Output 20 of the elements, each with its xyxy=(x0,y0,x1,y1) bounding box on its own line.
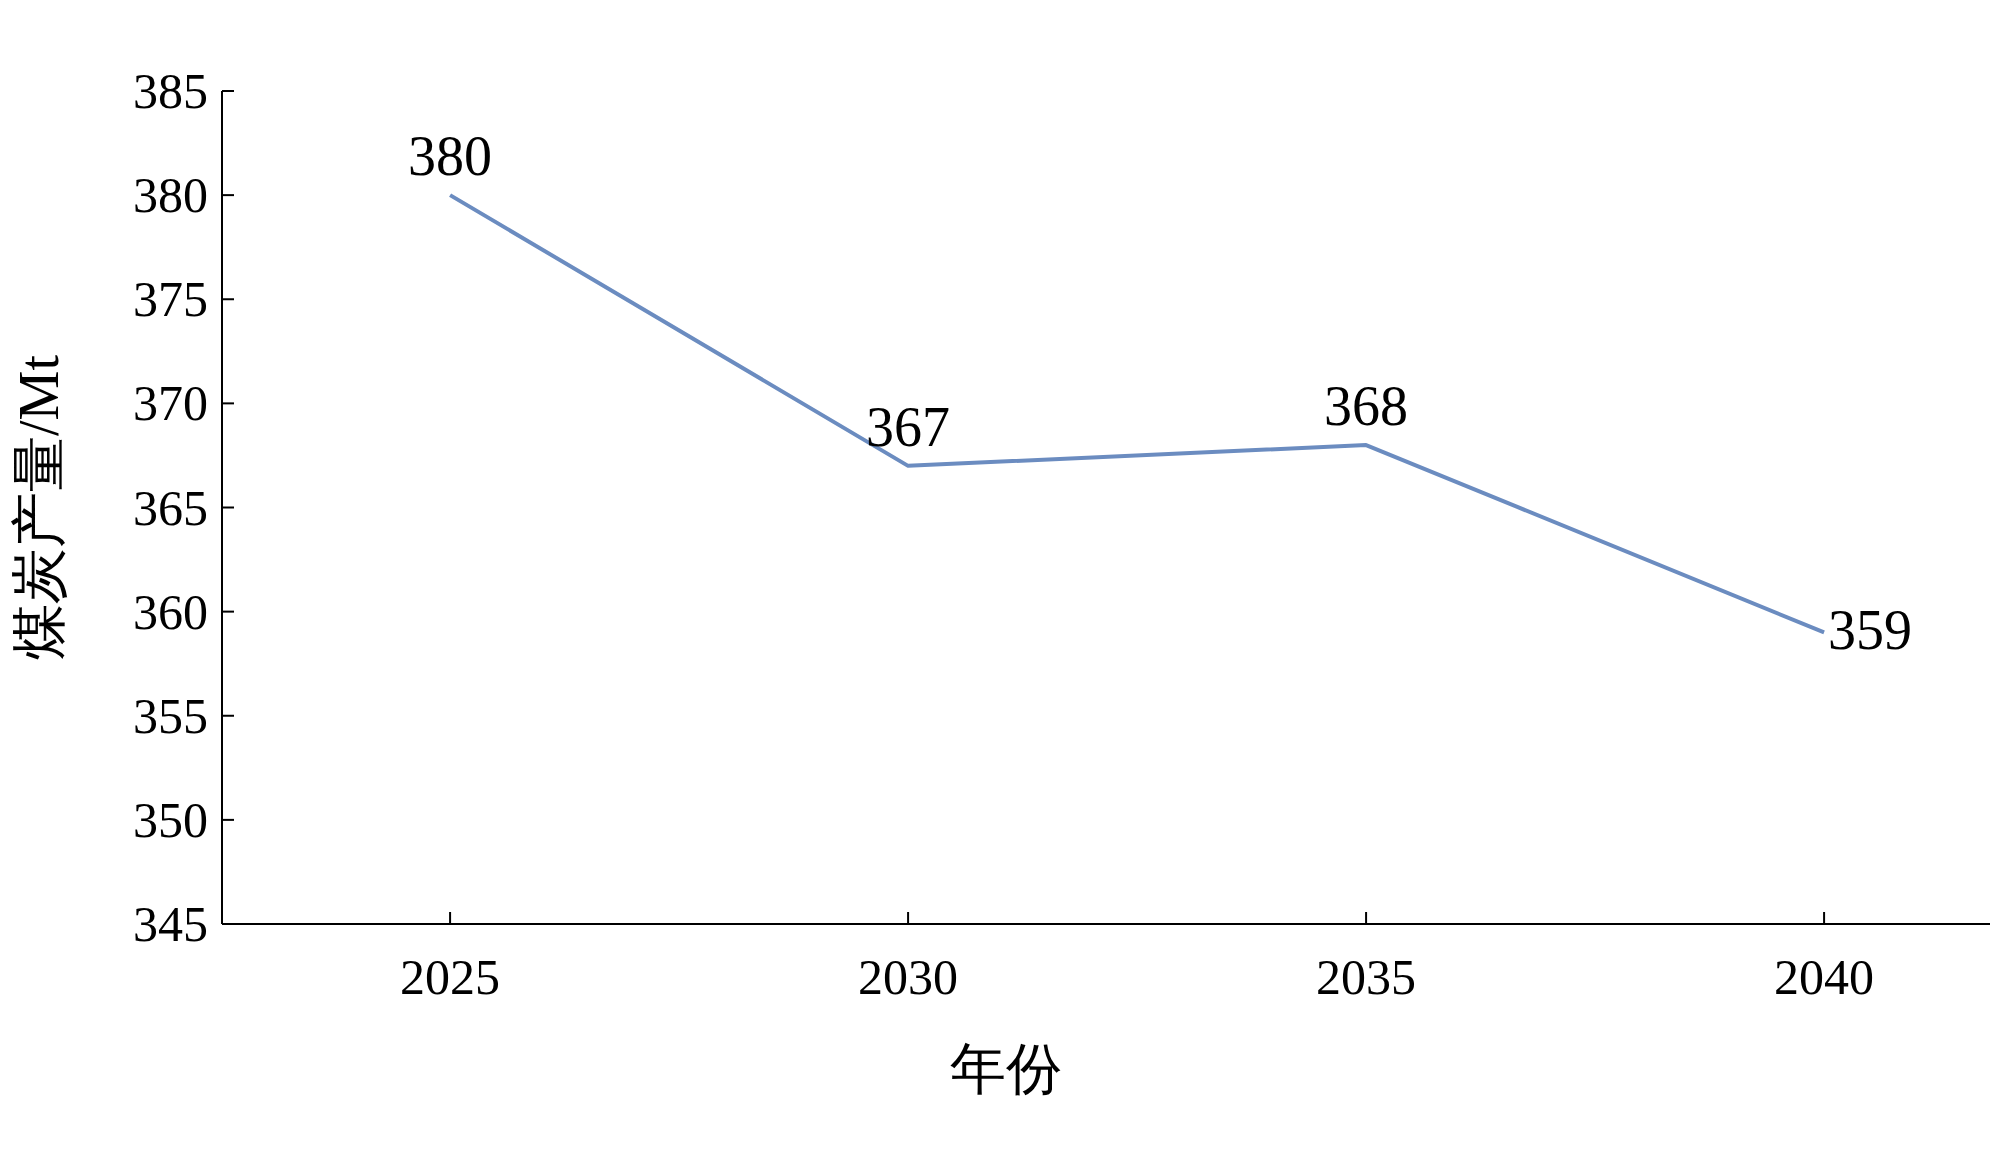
x-tick-label: 2040 xyxy=(1774,949,1875,1005)
y-tick-label: 360 xyxy=(133,583,208,640)
y-tick-label: 385 xyxy=(133,63,208,119)
x-tick-label: 2030 xyxy=(858,949,959,1005)
x-tick-label: 2035 xyxy=(1316,949,1417,1005)
y-axis-title: 煤炭产量/Mt xyxy=(8,354,70,660)
y-tick-label: 375 xyxy=(133,271,208,328)
y-tick-label: 355 xyxy=(133,687,208,744)
y-tick-label: 365 xyxy=(133,479,208,536)
y-tick-label: 345 xyxy=(133,896,208,952)
x-axis-title: 年份 xyxy=(950,1038,1062,1100)
y-tick-label: 380 xyxy=(133,167,208,224)
data-label: 359 xyxy=(1828,599,1913,662)
data-label: 380 xyxy=(408,125,493,188)
y-tick-label: 370 xyxy=(133,375,208,432)
line-series xyxy=(448,193,1827,635)
data-label: 367 xyxy=(866,395,951,458)
x-tick-label: 2025 xyxy=(400,949,501,1005)
y-tick-label: 350 xyxy=(133,791,208,848)
data-label: 368 xyxy=(1324,375,1409,438)
